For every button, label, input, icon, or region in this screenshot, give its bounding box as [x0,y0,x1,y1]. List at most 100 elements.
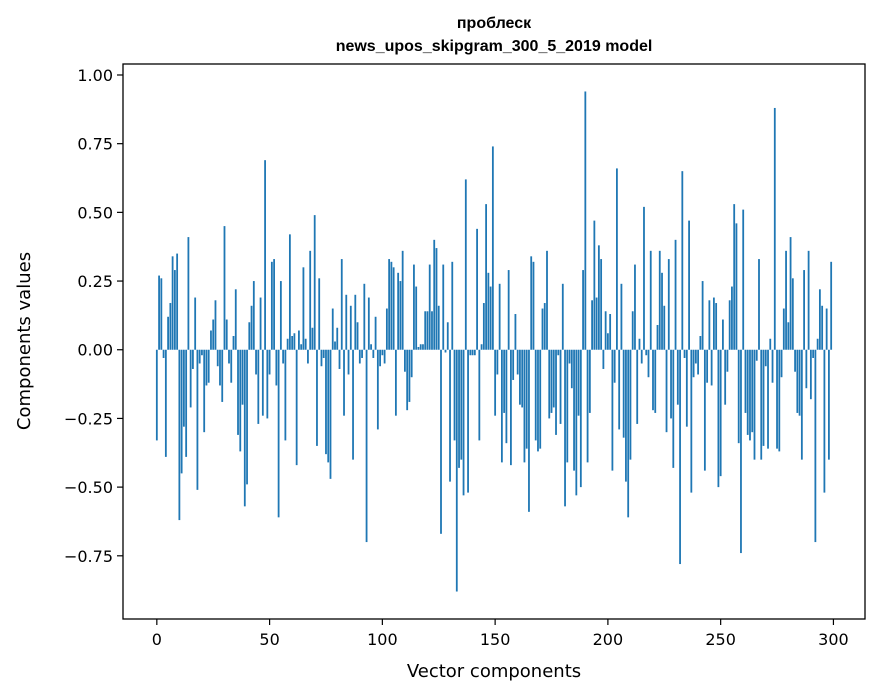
bar-component-140 [471,349,474,356]
bar-component-133 [455,349,458,592]
bar-component-150 [494,349,497,416]
bar-component-65 [302,267,305,350]
bar-component-68 [309,250,312,350]
bar-component-212 [634,264,636,350]
bar-component-21 [203,349,206,433]
bar-component-112 [408,349,411,402]
bar-component-102 [385,308,388,350]
bar-component-3 [162,349,165,358]
bar-component-172 [543,303,546,350]
bar-component-196 [597,245,600,350]
bar-component-23 [207,349,210,383]
bar-component-190 [584,91,587,350]
bar-component-107 [397,272,400,350]
bar-component-20 [201,349,203,356]
bar-component-70 [313,215,316,350]
bar-component-290 [809,349,812,400]
bar-component-25 [212,319,215,350]
bar-component-178 [557,349,560,356]
bar-component-232 [679,349,681,565]
bar-component-108 [399,281,402,350]
bar-component-245 [708,300,711,350]
x-tick-label: 250 [705,630,736,649]
bar-component-48 [264,160,266,350]
bar-component-262 [746,349,749,435]
bar-component-52 [273,259,275,350]
bar-component-92 [363,283,366,350]
bar-component-81 [338,349,341,369]
bar-component-64 [300,344,303,350]
bar-component-255 [731,286,733,350]
bar-component-159 [514,314,517,350]
bar-component-180 [561,283,564,350]
bar-component-240 [697,349,699,375]
bar-component-12 [182,349,185,427]
bar-component-266 [755,349,758,361]
bar-component-288 [805,349,808,389]
bar-component-63 [298,330,300,350]
bar-component-236 [688,220,690,350]
bar-component-40 [246,349,248,485]
bar-component-78 [331,308,334,350]
bar-component-127 [442,264,445,350]
bar-component-208 [625,349,627,482]
bar-component-45 [257,349,260,424]
bar-component-175 [550,349,553,413]
bar-component-247 [712,297,715,350]
y-tick-label: −0.50 [64,478,113,497]
bar-component-58 [286,338,289,350]
bar-component-165 [528,349,530,512]
bar-component-98 [376,349,379,430]
bar-component-109 [401,250,404,350]
bar-component-280 [787,322,790,350]
bar-component-193 [591,300,593,350]
bar-component-136 [462,349,465,496]
bar-component-83 [343,349,345,416]
bar-component-295 [821,305,824,350]
bar-component-268 [760,349,763,460]
bar-component-217 [645,349,648,356]
bar-component-60 [291,336,294,350]
bar-component-283 [794,349,796,372]
bar-component-13 [185,349,188,457]
bar-component-110 [404,349,406,372]
bar-component-145 [482,303,485,350]
bar-component-67 [307,349,309,364]
bar-component-53 [275,349,278,386]
bar-component-195 [595,297,598,350]
bar-component-51 [270,261,273,350]
bar-component-238 [692,349,695,378]
bar-component-115 [415,286,418,350]
y-tick-label: −0.75 [64,547,113,566]
y-tick-label: 1.00 [77,66,113,85]
bar-component-43 [252,281,255,350]
bar-component-200 [606,333,609,350]
bar-component-148 [489,286,492,350]
bar-component-164 [525,349,528,449]
bar-component-244 [706,349,709,383]
bar-component-2 [160,278,163,350]
bar-component-252 [724,349,727,405]
bar-component-197 [600,259,603,350]
bar-component-46 [259,297,262,350]
bar-component-227 [667,259,670,350]
bar-component-292 [814,349,817,543]
bar-component-121 [428,264,431,350]
bar-component-87 [352,349,354,460]
bar-component-27 [216,349,219,367]
bar-component-171 [541,308,544,350]
bar-component-100 [381,349,384,356]
bar-component-7 [171,256,174,350]
y-axis-label: Components values [14,252,35,430]
bar-component-254 [728,300,731,350]
chart-title: проблеск [457,15,532,32]
bar-component-185 [573,349,575,471]
bar-component-18 [196,349,199,490]
bar-component-49 [266,349,269,419]
bar-component-251 [722,319,724,350]
bar-component-147 [487,272,490,350]
chart-subtitle: news_upos_skipgram_300_5_2019 model [336,38,653,55]
bar-component-215 [640,349,643,364]
bar-component-291 [812,349,815,358]
bar-component-106 [394,349,397,416]
